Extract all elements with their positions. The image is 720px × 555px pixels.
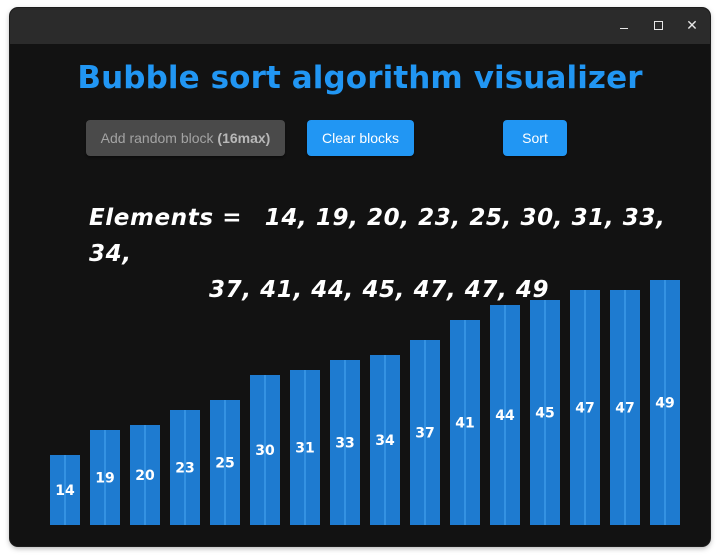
bar-label-9: 34: [375, 433, 395, 449]
maximize-icon: [653, 21, 663, 30]
sort-button[interactable]: Sort: [503, 120, 567, 156]
bar-label-11: 41: [455, 416, 474, 432]
close-icon: ✕: [686, 18, 698, 34]
bar-label-12: 44: [495, 408, 515, 424]
close-button[interactable]: ✕: [677, 14, 707, 38]
bar-label-15: 47: [615, 401, 634, 417]
app-window: ✕ Bubble sort algorithm visualizer Add r…: [10, 8, 710, 546]
bar-label-16: 49: [655, 396, 674, 412]
elements-label: Elements =: [89, 205, 243, 231]
add-random-block-max-label: (16max): [217, 130, 271, 146]
bar-label-7: 31: [295, 441, 314, 457]
maximize-button[interactable]: [643, 14, 673, 38]
add-random-block-label: Add random block: [100, 130, 218, 146]
bar-label-14: 47: [575, 401, 594, 417]
elements-values-1: 14, 19, 20, 23, 25, 30, 31, 33, 34,: [89, 205, 666, 267]
bar-label-10: 37: [415, 426, 434, 442]
bar-label-4: 23: [175, 461, 194, 477]
elements-line-1: Elements = 14, 19, 20, 23, 25, 30, 31, 3…: [10, 200, 710, 272]
bar-label-13: 45: [535, 406, 554, 422]
app-title: Bubble sort algorithm visualizer: [77, 60, 643, 96]
bar-chart: 14 19 20 23 25 30 31 33 34 37 41 44 45 47 47 49: [50, 280, 680, 525]
minimize-button[interactable]: [609, 14, 639, 38]
title-bar[interactable]: ✕: [10, 8, 710, 44]
minimize-icon: [620, 28, 628, 29]
bar-label-2: 19: [95, 471, 114, 487]
bar-label-8: 33: [335, 436, 354, 452]
bar-label-6: 30: [255, 443, 275, 459]
clear-blocks-button[interactable]: Clear blocks: [307, 120, 414, 156]
add-random-block-button[interactable]: Add random block (16max): [86, 120, 285, 156]
bar-label-3: 20: [135, 468, 155, 484]
elements-readout: Elements = 14, 19, 20, 23, 25, 30, 31, 3…: [10, 200, 710, 308]
bar-label-5: 25: [215, 456, 234, 472]
elements-values-2: 37, 41, 44, 45, 47, 47, 49: [209, 277, 550, 303]
bar-label-1: 14: [55, 483, 75, 499]
